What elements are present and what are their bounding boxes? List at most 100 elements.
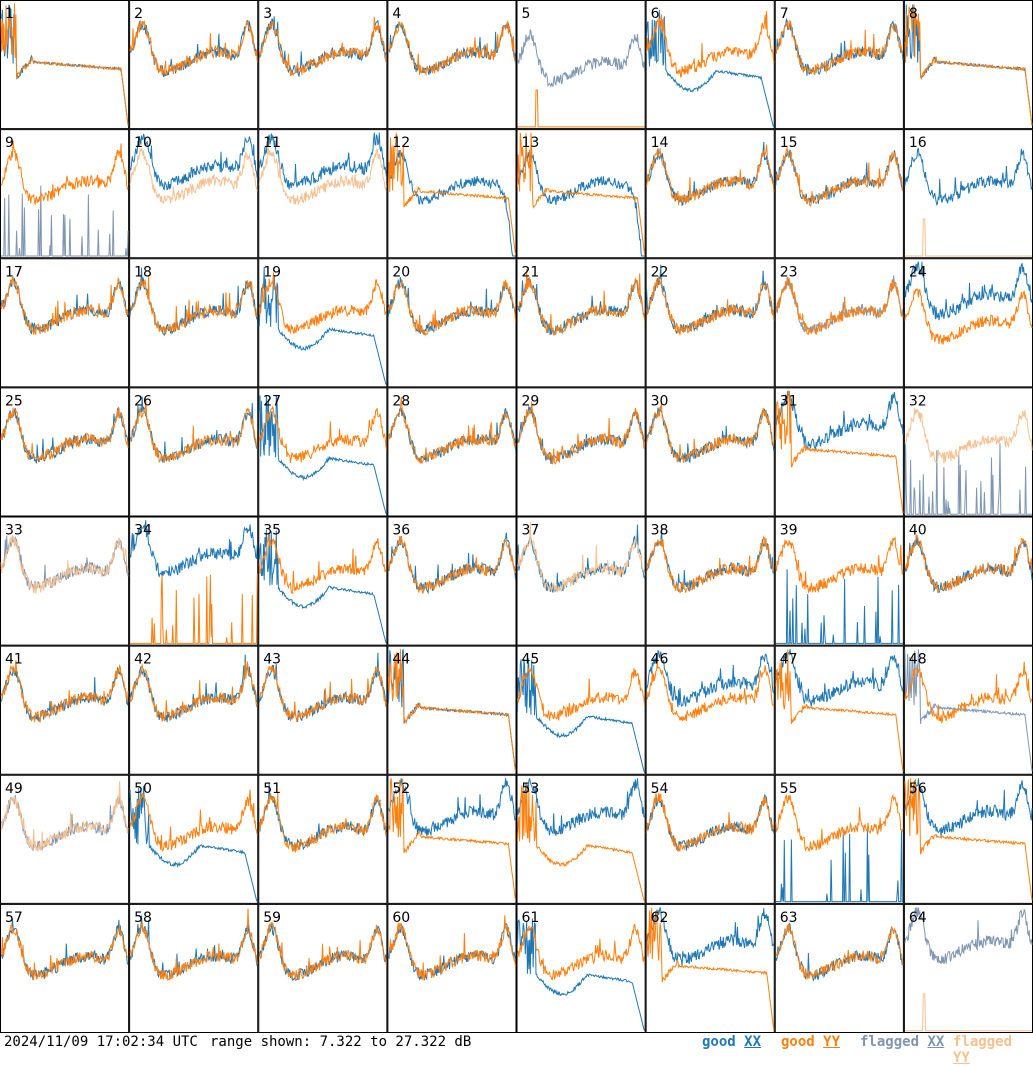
series-xx-line	[775, 569, 903, 644]
series-xx-line	[904, 535, 1033, 593]
series-xx-line	[904, 147, 1033, 207]
panel-40: 40	[903, 516, 1033, 646]
panel-56: 56	[903, 774, 1033, 904]
series-yy-line	[646, 401, 775, 463]
series-yy-line	[775, 19, 904, 76]
panel-frame	[645, 0, 775, 130]
panel-frame	[129, 903, 259, 1033]
series-xx-line	[0, 667, 129, 722]
panel-label: 16	[909, 135, 927, 151]
series-xx-line	[904, 907, 1033, 965]
panel-frame	[129, 645, 259, 775]
panel-53: 53	[516, 774, 646, 904]
panel-label: 10	[134, 135, 152, 151]
series-yy-line	[258, 136, 387, 205]
panel-frame	[387, 0, 517, 130]
series-xx-line	[646, 9, 775, 128]
series-yy-line	[387, 19, 516, 77]
panel-frame	[0, 774, 130, 904]
panel-label: 53	[522, 781, 540, 797]
panel-38: 38	[645, 516, 775, 646]
panel-label: 52	[392, 781, 410, 797]
series-xx-line	[775, 829, 903, 903]
panel-13: 13	[516, 129, 646, 259]
panel-label: 23	[780, 264, 798, 280]
panel-label: 28	[392, 393, 410, 409]
panel-frame	[903, 129, 1033, 259]
panel-45: 45	[516, 645, 646, 775]
panel-label: 17	[5, 264, 23, 280]
panel-frame	[258, 0, 388, 130]
series-xx-line	[129, 785, 258, 902]
panel-55: 55	[774, 774, 904, 904]
panel-4: 4	[387, 0, 517, 130]
panel-frame	[258, 129, 388, 259]
panel-label: 62	[651, 910, 669, 926]
panel-16: 16	[903, 129, 1033, 259]
panel-label: 38	[651, 523, 669, 539]
panel-frame	[645, 645, 775, 775]
panel-frame	[645, 774, 775, 904]
series-xx-line	[904, 443, 1032, 515]
panel-label: 20	[392, 264, 410, 280]
panel-label: 61	[522, 910, 540, 926]
panel-61: 61	[516, 903, 646, 1033]
panel-label: 5	[522, 6, 531, 22]
panel-label: 45	[522, 652, 540, 668]
series-yy-line	[258, 405, 387, 463]
series-yy-line	[129, 661, 258, 722]
panel-label: 33	[5, 523, 23, 539]
panel-frame	[387, 129, 517, 259]
series-yy-line	[517, 269, 646, 337]
legend-flagged-yy: flagged YY	[953, 1034, 1013, 1066]
series-xx-line	[775, 390, 904, 450]
panel-frame	[774, 0, 904, 130]
series-xx-line	[646, 907, 775, 966]
series-xx-line	[517, 778, 645, 836]
panel-14: 14	[645, 129, 775, 259]
panel-label: 29	[522, 393, 540, 409]
series-yy-line	[129, 789, 258, 853]
series-yy-line	[646, 660, 775, 722]
panel-39: 39	[774, 516, 904, 646]
panel-17: 17	[0, 258, 130, 388]
panel-frame	[516, 903, 646, 1033]
series-yy-line	[0, 3, 129, 126]
panel-31: 31	[774, 387, 904, 517]
series-xx-line	[904, 649, 1033, 772]
panel-frame	[903, 516, 1033, 646]
series-xx-line	[258, 16, 387, 78]
panel-20: 20	[387, 258, 517, 388]
panel-frame	[129, 387, 259, 517]
series-yy-line	[387, 396, 516, 464]
panel-label: 48	[909, 652, 927, 668]
panel-label: 59	[263, 910, 281, 926]
panel-label: 15	[780, 135, 798, 151]
panel-frame	[0, 903, 130, 1033]
series-yy-line	[388, 915, 516, 981]
panel-2: 2	[129, 0, 259, 130]
range-label: range shown: 7.322 to 27.322 dB	[210, 1034, 472, 1050]
panel-frame	[774, 129, 904, 259]
series-yy-line	[904, 993, 1032, 1032]
series-yy-line	[387, 536, 516, 594]
series-yy-line	[130, 573, 258, 644]
series-yy-line	[775, 146, 904, 207]
panel-frame	[387, 516, 517, 646]
panel-1: 1	[0, 0, 130, 130]
panel-label: 42	[134, 652, 152, 668]
series-yy-line	[517, 132, 646, 255]
panel-label: 25	[5, 393, 23, 409]
legend-good-yy: good YY	[781, 1034, 841, 1050]
series-yy-line	[904, 288, 1033, 345]
panel-label: 44	[392, 652, 410, 668]
panel-24: 24	[903, 258, 1033, 388]
panel-frame	[774, 258, 904, 388]
footer-bar: 2024/11/09 17:02:34 UTC range shown: 7.3…	[0, 1033, 1033, 1066]
series-yy-line	[517, 89, 645, 128]
series-yy-line	[0, 534, 129, 594]
series-xx-line	[258, 394, 387, 515]
panel-label: 6	[651, 6, 660, 22]
panel-47: 47	[774, 645, 904, 775]
